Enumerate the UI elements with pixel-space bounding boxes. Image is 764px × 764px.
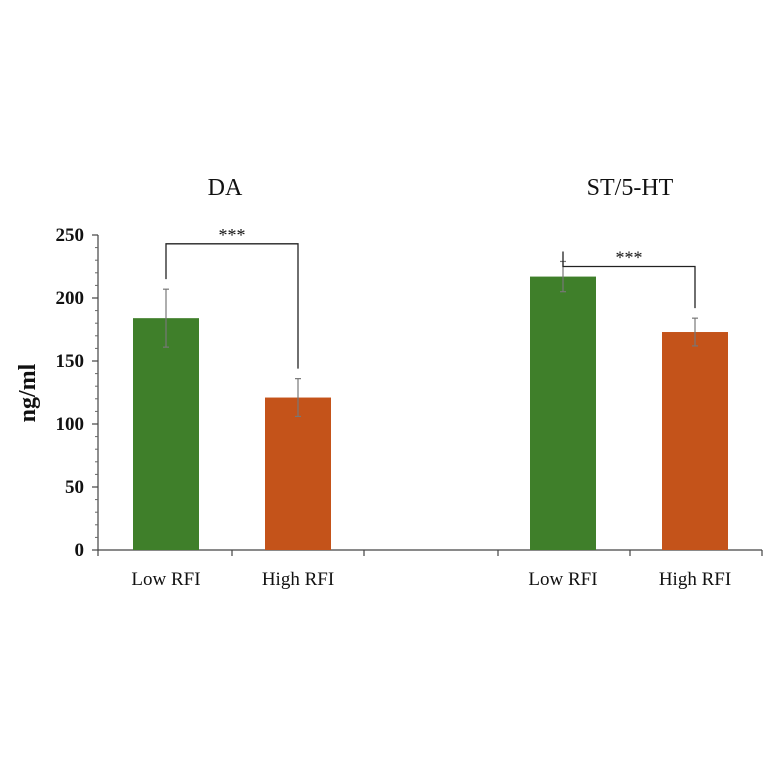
y-tick-label: 100 [56,414,85,435]
panel-title-da: DA [208,175,243,201]
significance-bracket [562,251,696,309]
significance-label: *** [616,248,643,268]
annotations: *** *** [165,225,696,369]
x-category-label: High RFI [659,569,731,590]
bar [662,332,728,550]
y-axis-label: ng/ml [15,363,41,422]
bar [265,397,331,550]
x-category-label: High RFI [262,569,334,590]
bars: Low RFI High RFI Low RFI High RFI [131,260,731,590]
bar [133,318,199,550]
y-tick-label: 250 [56,225,85,246]
y-tick-label: 0 [75,540,85,561]
significance-label: *** [219,225,246,245]
y-tick-label: 50 [65,477,84,498]
axes: 0 50 100 150 200 250 [56,225,763,561]
x-category-label: Low RFI [131,569,200,590]
bar [530,276,596,550]
x-category-label: Low RFI [528,569,597,590]
y-tick-label: 200 [56,288,85,309]
y-tick-label: 150 [56,351,85,372]
significance-bracket [165,243,299,369]
panel-title-st-5ht: ST/5-HT [587,175,674,201]
